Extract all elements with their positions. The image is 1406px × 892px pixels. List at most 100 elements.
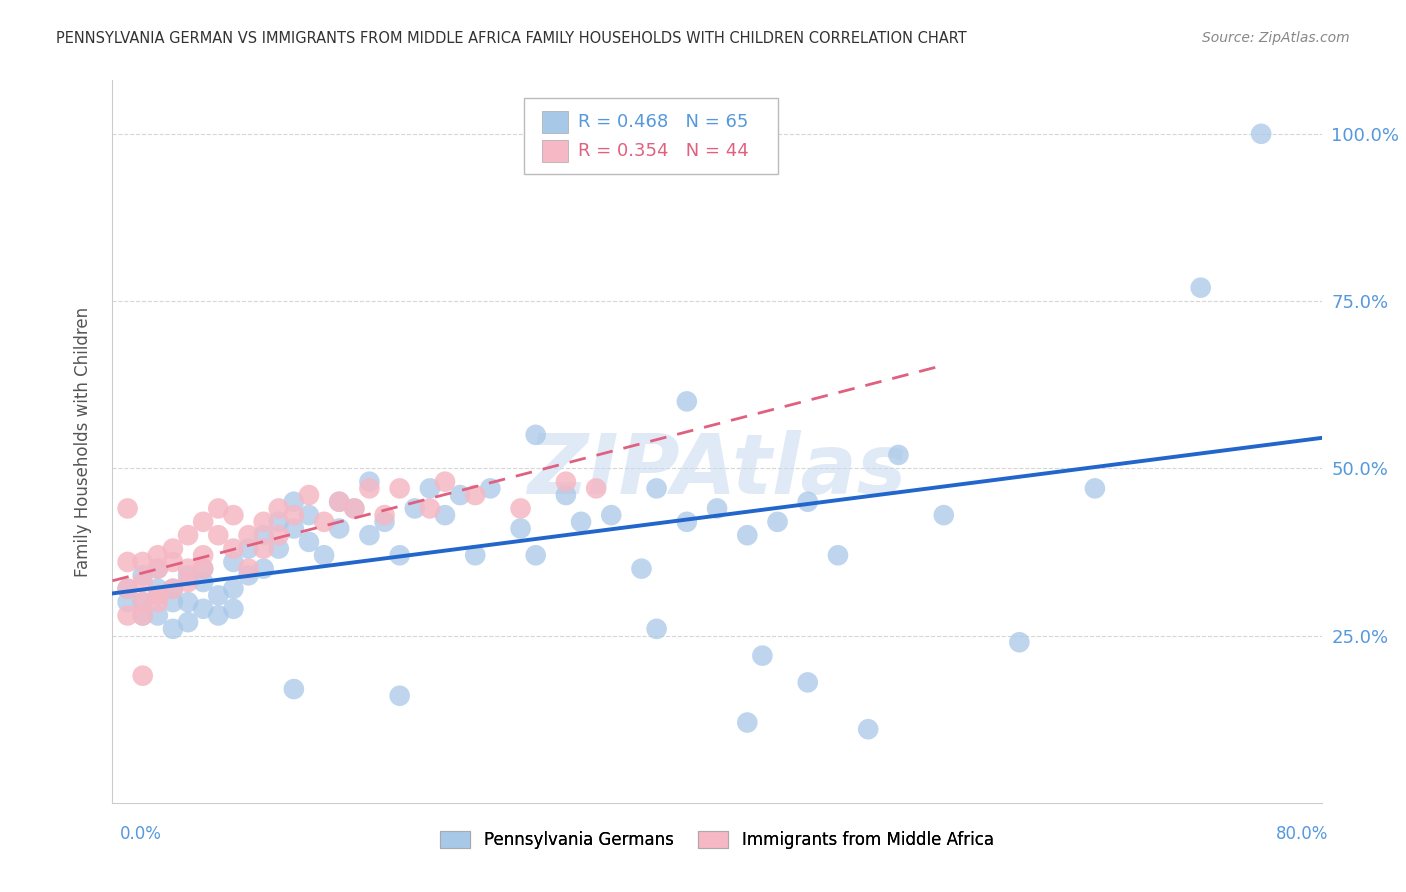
Point (132, 595, 155, 609)
Point (796, 675, 818, 690)
Point (146, 562, 169, 576)
Point (569, 515, 592, 529)
Point (191, 602, 214, 616)
Point (359, 482, 381, 496)
Point (191, 575, 214, 590)
Point (177, 568, 200, 582)
Point (146, 582, 169, 596)
Point (314, 515, 336, 529)
Point (117, 582, 139, 596)
Point (267, 515, 290, 529)
Point (675, 394, 697, 409)
Point (388, 689, 411, 703)
Point (343, 501, 366, 516)
Point (191, 562, 214, 576)
Point (132, 608, 155, 623)
Point (283, 521, 305, 535)
Point (132, 575, 155, 590)
Text: Source: ZipAtlas.com: Source: ZipAtlas.com (1202, 31, 1350, 45)
Point (253, 562, 276, 576)
Point (162, 622, 184, 636)
Point (1084, 482, 1107, 496)
Point (162, 582, 184, 596)
Point (298, 508, 321, 523)
Point (359, 528, 381, 542)
Point (737, 528, 759, 542)
Point (433, 475, 456, 489)
Point (132, 568, 155, 582)
Point (328, 494, 350, 508)
Point (433, 508, 456, 523)
Point (162, 595, 184, 609)
Point (359, 475, 381, 489)
Point (253, 528, 276, 542)
Point (117, 555, 139, 569)
Point (177, 615, 200, 630)
Point (554, 475, 576, 489)
Point (645, 622, 668, 636)
Point (404, 501, 426, 516)
Point (283, 681, 305, 696)
Point (146, 548, 169, 563)
Point (388, 482, 411, 496)
Point (449, 488, 471, 502)
Point (132, 595, 155, 609)
FancyBboxPatch shape (523, 98, 778, 174)
Point (191, 562, 214, 576)
Point (267, 541, 290, 556)
Point (191, 515, 214, 529)
Point (238, 568, 260, 582)
Point (267, 501, 290, 516)
Point (751, 648, 773, 663)
Point (887, 448, 910, 462)
Text: 0.0%: 0.0% (120, 825, 162, 843)
Point (630, 562, 652, 576)
Text: 80.0%: 80.0% (1277, 825, 1329, 843)
Point (238, 528, 260, 542)
Point (737, 715, 759, 730)
Point (283, 494, 305, 508)
Point (207, 589, 229, 603)
Point (207, 501, 229, 516)
Point (298, 488, 321, 502)
Point (419, 482, 441, 496)
Point (388, 548, 411, 563)
Point (374, 508, 396, 523)
Point (177, 595, 200, 609)
Point (132, 555, 155, 569)
Point (267, 528, 290, 542)
Text: ZIPAtlas: ZIPAtlas (527, 430, 907, 511)
Point (222, 555, 245, 569)
Text: PENNSYLVANIA GERMAN VS IMMIGRANTS FROM MIDDLE AFRICA FAMILY HOUSEHOLDS WITH CHIL: PENNSYLVANIA GERMAN VS IMMIGRANTS FROM M… (56, 31, 967, 46)
Point (1250, 127, 1272, 141)
Y-axis label: Family Households with Children: Family Households with Children (73, 307, 91, 576)
Point (298, 534, 321, 549)
Legend: Pennsylvania Germans, Immigrants from Middle Africa: Pennsylvania Germans, Immigrants from Mi… (433, 824, 1001, 856)
Point (132, 608, 155, 623)
Point (162, 582, 184, 596)
Point (464, 488, 486, 502)
Point (314, 548, 336, 563)
Point (766, 515, 789, 529)
Point (222, 582, 245, 596)
Point (419, 501, 441, 516)
Point (191, 548, 214, 563)
Point (524, 427, 547, 442)
Point (132, 669, 155, 683)
Point (162, 541, 184, 556)
Point (509, 521, 531, 535)
Point (222, 602, 245, 616)
Point (207, 528, 229, 542)
Point (117, 582, 139, 596)
Point (177, 528, 200, 542)
Point (328, 494, 350, 508)
Point (796, 494, 818, 508)
Point (146, 595, 169, 609)
Point (932, 508, 955, 523)
Text: R = 0.468   N = 65: R = 0.468 N = 65 (578, 113, 748, 131)
Point (600, 508, 623, 523)
Point (253, 515, 276, 529)
Point (585, 482, 607, 496)
Point (464, 548, 486, 563)
Point (706, 501, 728, 516)
